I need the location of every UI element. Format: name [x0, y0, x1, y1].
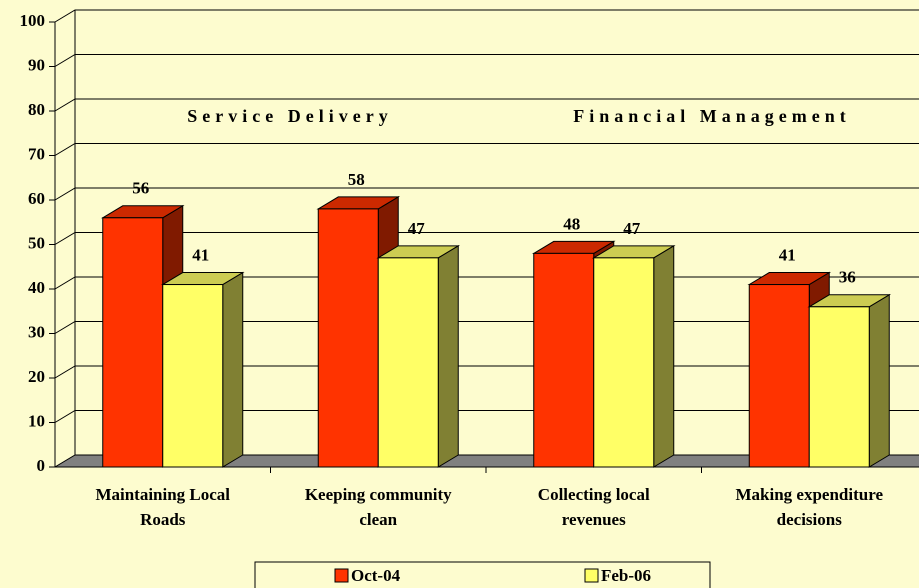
bar-front [593, 257, 655, 468]
y-tick-label: 70 [28, 144, 45, 163]
grid-line [54, 9, 919, 23]
grid-line [54, 98, 919, 112]
data-label: 58 [348, 170, 365, 189]
y-tick-label: 50 [28, 233, 45, 252]
bar-side [653, 244, 675, 468]
x-tick-label: Making expenditure decisions [735, 485, 883, 529]
bar-front [317, 208, 379, 468]
data-label: 36 [839, 268, 856, 287]
grid-line [54, 232, 919, 245]
legend-box [254, 561, 711, 588]
bar-front [377, 257, 439, 468]
grid-line [54, 54, 919, 67]
grid-line [54, 187, 919, 201]
grid-line [54, 143, 919, 156]
legend-label: Oct-04 [351, 566, 401, 585]
legend-label: Feb-06 [601, 566, 651, 585]
data-label: 47 [623, 219, 641, 238]
x-tick-label: Collecting local revenues [537, 485, 650, 529]
y-tick-label: 90 [28, 55, 45, 74]
annotation: Financial Management [573, 106, 851, 126]
x-tick-label: Maintaining Local Roads [95, 485, 231, 529]
y-tick-label: 40 [28, 278, 45, 297]
x-tick-label: Keeping community clean [304, 485, 452, 529]
y-tick-label: 10 [28, 411, 45, 430]
bar [591, 244, 676, 468]
bar [160, 271, 245, 468]
annotation: Service Delivery [187, 106, 392, 126]
data-label: 47 [408, 219, 426, 238]
y-tick-label: 100 [20, 11, 46, 30]
bar-side [868, 293, 890, 468]
bar [376, 244, 461, 468]
y-tick-label: 60 [28, 189, 45, 208]
legend-swatch [584, 568, 599, 583]
y-tick-label: 0 [37, 456, 46, 475]
bar-front [808, 306, 870, 468]
bar [807, 293, 892, 468]
data-label: 48 [563, 214, 580, 233]
bar-side [437, 244, 459, 468]
data-label: 41 [779, 245, 796, 264]
bar-front [162, 284, 224, 468]
legend-swatch [334, 568, 349, 583]
bar-front [748, 284, 810, 468]
bar-front [533, 252, 595, 468]
bar-front [102, 217, 164, 468]
bar-side [222, 271, 244, 468]
data-label: 56 [132, 179, 149, 198]
y-tick-label: 20 [28, 367, 45, 386]
y-tick-label: 30 [28, 322, 45, 341]
data-label: 41 [192, 245, 209, 264]
y-tick-label: 80 [28, 100, 45, 119]
